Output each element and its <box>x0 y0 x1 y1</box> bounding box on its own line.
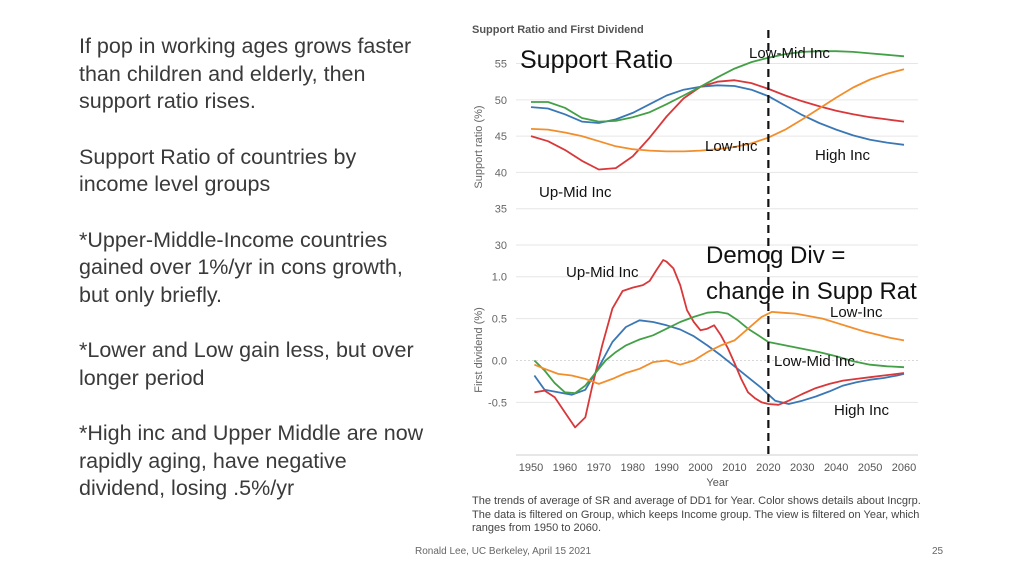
x-tick-label: 2030 <box>790 462 814 474</box>
x-axis-label: Year <box>706 477 729 489</box>
x-tick-label: 1950 <box>519 462 543 474</box>
y-tick-label-support_ratio: 35 <box>495 204 507 216</box>
support-ratio-label: Support Ratio <box>520 46 673 74</box>
note-4: *Lower and Low gain less, but over longe… <box>79 338 414 390</box>
note-3: *Upper-Middle-Income countries gained ov… <box>79 227 403 307</box>
low-mid-inc-label-bottom: Low-Mid Inc <box>774 353 855 370</box>
low-mid-inc-label-top: Low-Mid Inc <box>749 45 830 62</box>
up-mid-inc-label-bottom: Up-Mid Inc <box>566 264 639 281</box>
x-tick-label: 2040 <box>824 462 848 474</box>
y-tick-label-support_ratio: 55 <box>495 59 507 71</box>
x-tick-label: 2050 <box>858 462 882 474</box>
x-tick-label: 2060 <box>892 462 916 474</box>
y-tick-label-first_dividend: 0.5 <box>492 314 507 326</box>
y-tick-label-first_dividend: 1.0 <box>492 272 507 284</box>
series-line-support_ratio-low-inc <box>530 68 905 153</box>
note-2: Support Ratio of countries by income lev… <box>79 144 357 197</box>
slide-notes: If pop in working ages grows faster than… <box>79 33 424 531</box>
x-tick-label: 1980 <box>620 462 644 474</box>
note-5: *High inc and Upper Middle are now rapid… <box>79 421 424 500</box>
x-tick-label: 2020 <box>756 462 780 474</box>
series-line-support_ratio-low-mid-inc <box>531 50 905 123</box>
x-tick-label: 2010 <box>722 462 746 474</box>
x-tick-label: 2000 <box>688 462 712 474</box>
high-inc-label-top: High Inc <box>815 147 871 164</box>
y-tick-label-support_ratio: 50 <box>495 95 507 107</box>
y-axis-label-first_dividend: First dividend (%) <box>473 307 485 393</box>
y-tick-label-support_ratio: 45 <box>495 131 507 143</box>
series-line-support_ratio-up-mid-inc <box>530 79 905 171</box>
series-line-first_dividend-low-inc <box>534 311 905 385</box>
y-tick-label-support_ratio: 30 <box>495 240 507 252</box>
y-tick-label-first_dividend: 0.0 <box>492 355 507 367</box>
high-inc-label-bottom: High Inc <box>834 402 890 419</box>
y-tick-label-support_ratio: 40 <box>495 167 507 179</box>
low-inc-label-top: Low-Inc <box>705 138 758 155</box>
x-tick-label: 1970 <box>587 462 611 474</box>
up-mid-inc-label-top: Up-Mid Inc <box>539 184 612 201</box>
page-number: 25 <box>932 546 944 557</box>
series-line-first_dividend-low-mid-inc <box>533 311 905 394</box>
footer-credit: Ronald Lee, UC Berkeley, April 15 2021 <box>415 546 592 557</box>
series-line-support_ratio-high-inc <box>530 84 905 146</box>
series-line-first_dividend-up-mid-inc <box>534 259 905 429</box>
y-tick-label-first_dividend: -0.5 <box>488 397 507 409</box>
demog-div-label-line2: change in Supp Rat <box>706 278 917 305</box>
demog-div-label-line1: Demog Div = <box>706 242 846 269</box>
low-inc-label-bottom: Low-Inc <box>830 304 883 321</box>
y-axis-label-support_ratio: Support ratio (%) <box>473 105 485 188</box>
x-tick-label: 1960 <box>553 462 577 474</box>
chart-caption: The trends of average of SR and average … <box>472 495 921 534</box>
note-1: If pop in working ages grows faster than… <box>79 34 412 113</box>
chart-title: Support Ratio and First Dividend <box>472 24 644 36</box>
x-tick-label: 1990 <box>654 462 678 474</box>
